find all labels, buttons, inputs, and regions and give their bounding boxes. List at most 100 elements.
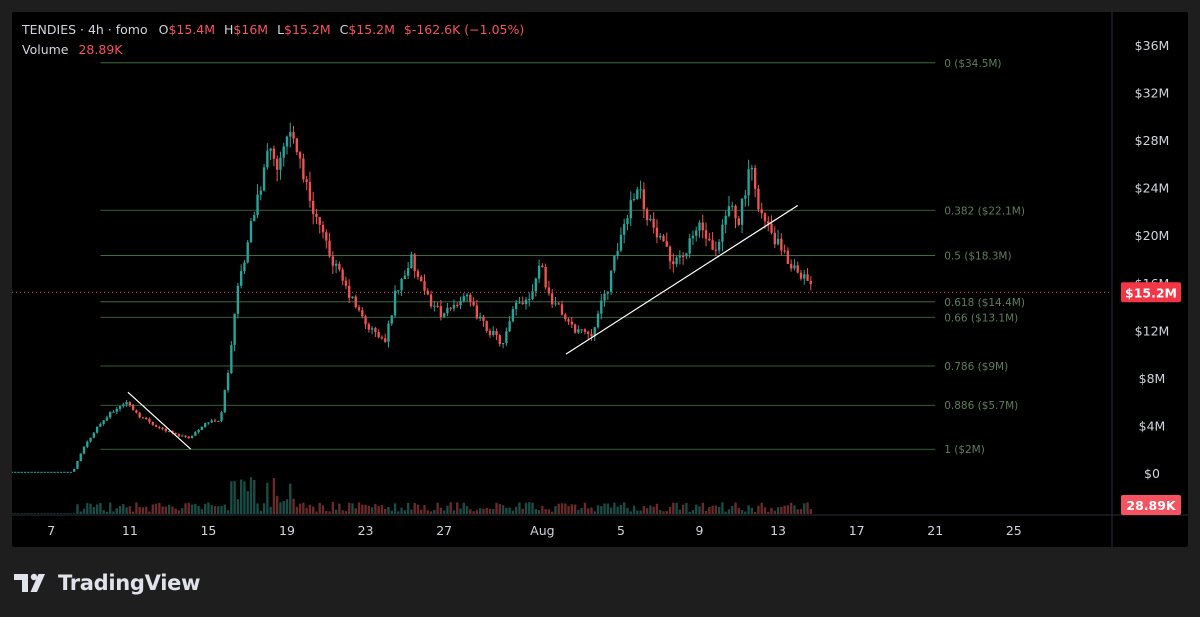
volume-bar — [492, 509, 495, 514]
candle — [626, 218, 629, 225]
volume-bar — [413, 503, 416, 514]
time-axis-tick: 19 — [279, 523, 295, 538]
trendline — [127, 391, 192, 450]
candle — [344, 280, 348, 286]
candle — [744, 195, 747, 199]
candle — [115, 408, 118, 412]
volume-bar — [495, 502, 498, 514]
candle — [40, 471, 43, 473]
candle — [190, 435, 194, 439]
candle — [524, 299, 528, 305]
volume-bar — [210, 505, 213, 514]
volume-bar — [256, 503, 259, 514]
candle — [537, 265, 541, 279]
candle — [236, 285, 240, 314]
candle — [685, 253, 688, 257]
volume-bar — [171, 506, 174, 514]
volume-bar — [351, 503, 354, 514]
volume-bar — [606, 503, 610, 514]
volume-bar — [158, 502, 161, 514]
volume-bar — [95, 504, 99, 514]
candle — [731, 205, 734, 207]
volume-bar — [200, 509, 204, 514]
time-axis-tick: 25 — [1006, 523, 1022, 538]
candle — [573, 324, 577, 333]
volume-bar — [760, 502, 763, 514]
volume-bar — [239, 479, 243, 514]
candle — [95, 426, 99, 433]
candle — [603, 293, 606, 301]
candle — [109, 411, 112, 418]
candle — [351, 296, 354, 298]
volume-bar — [508, 507, 511, 514]
candle — [544, 267, 547, 288]
last-volume-label-bg — [1121, 495, 1181, 515]
volume-bar — [482, 508, 485, 514]
volume-bar — [547, 509, 551, 514]
candle — [740, 198, 744, 225]
volume-bar — [747, 505, 750, 514]
candle — [27, 471, 30, 473]
price-axis-tick: $24M — [1135, 181, 1170, 196]
symbol-label[interactable]: TENDIES · 4h · fomo — [22, 22, 148, 37]
volume-bar — [531, 502, 534, 514]
candle — [43, 471, 46, 473]
volume-bar — [298, 503, 302, 514]
candle — [583, 329, 587, 332]
volume-bar — [397, 511, 400, 514]
volume-bar — [181, 508, 184, 514]
candle — [655, 227, 659, 238]
open-label: O — [158, 22, 169, 37]
candle — [256, 194, 259, 216]
volume-bar — [122, 504, 125, 514]
volume-bar — [269, 506, 272, 514]
low-value: $15.2M — [284, 22, 331, 37]
volume-bar — [420, 509, 423, 514]
candle — [642, 189, 646, 210]
last-price-label-bg — [1121, 282, 1181, 303]
candle — [357, 307, 361, 311]
candle — [609, 270, 613, 292]
volume-bar — [249, 477, 253, 514]
chart-canvas[interactable]: $0 $4M $8M $12M $16M $20M $24M $28M $32M $36M 7 11 1… — [12, 12, 1188, 547]
volume-bar — [115, 508, 118, 514]
candle — [590, 333, 593, 337]
volume-bar — [659, 509, 662, 514]
volume-label[interactable]: Volume — [22, 42, 69, 57]
candle — [442, 313, 446, 317]
candle — [485, 320, 488, 331]
candle — [102, 420, 105, 424]
candle — [312, 200, 315, 214]
candle — [773, 232, 776, 245]
candle — [495, 330, 498, 336]
candle — [567, 319, 570, 322]
candle — [636, 189, 639, 199]
candle — [541, 265, 544, 268]
candle — [570, 321, 573, 325]
close-label: C — [339, 22, 349, 37]
volume-bar — [321, 505, 325, 514]
volume-bar — [361, 504, 364, 514]
chart-panel[interactable]: $0 $4M $8M $12M $16M $20M $24M $28M $32M $36M 7 11 1… — [12, 12, 1188, 547]
candle — [246, 242, 249, 263]
candle — [786, 250, 790, 264]
candle — [387, 323, 390, 342]
volume-bar — [501, 505, 505, 514]
price-axis-tick: $0 — [1144, 466, 1160, 481]
candle — [426, 290, 429, 295]
candle — [472, 301, 475, 306]
candle — [154, 424, 158, 427]
volume-bar — [125, 507, 128, 514]
candle — [374, 328, 377, 332]
candle — [505, 331, 508, 344]
volume-bar — [131, 511, 135, 514]
volume-bar — [446, 505, 449, 514]
volume-bar — [609, 507, 613, 514]
volume-bar — [312, 506, 315, 514]
candle — [285, 136, 289, 147]
candle — [446, 307, 449, 314]
tradingview-logo[interactable]: TradingView — [14, 566, 200, 600]
candle — [158, 426, 161, 428]
volume-bar — [789, 502, 793, 514]
candle — [498, 335, 501, 345]
